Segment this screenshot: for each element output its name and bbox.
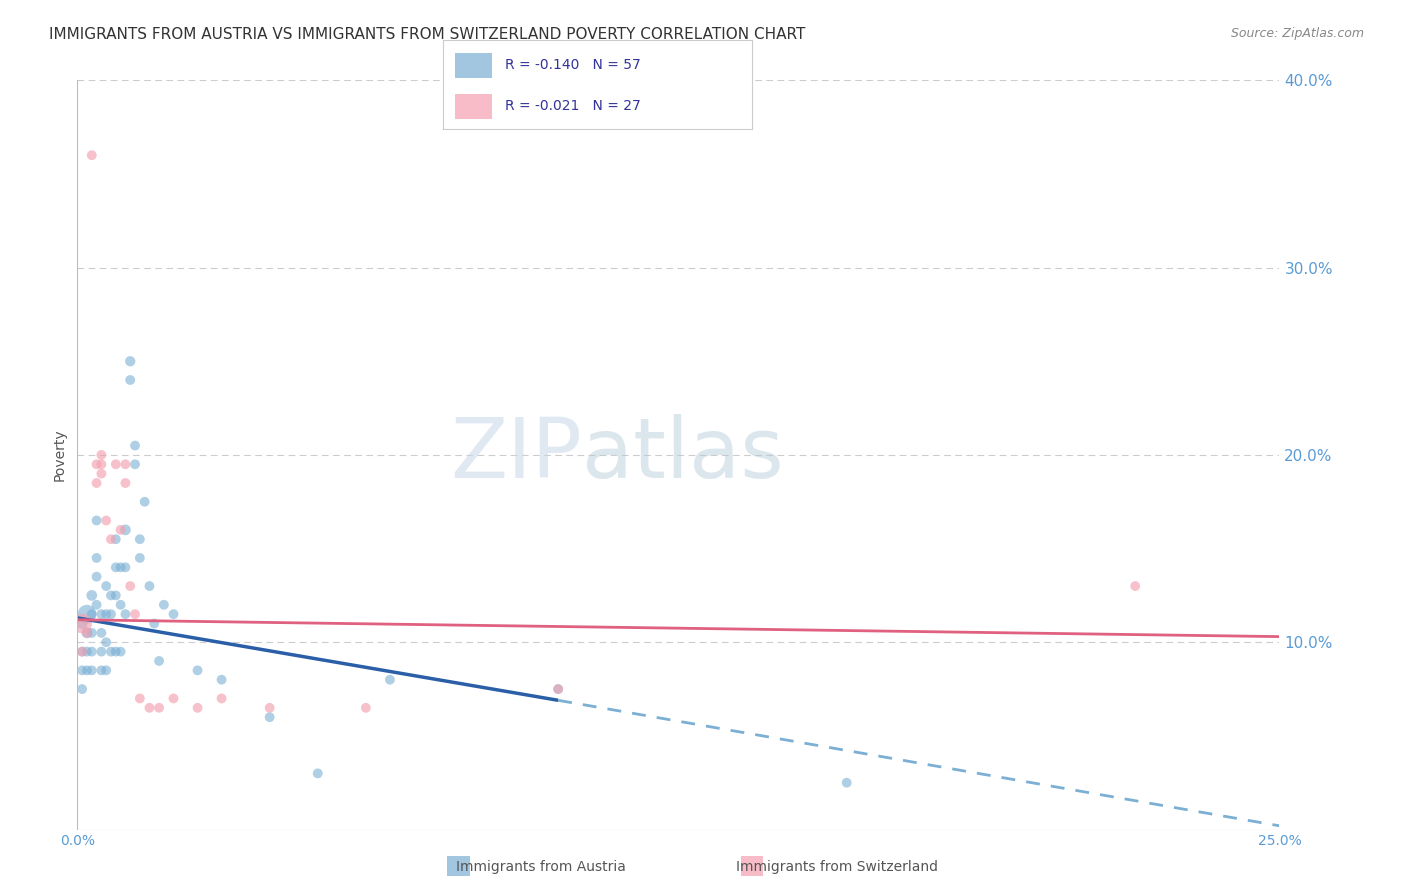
Point	[259, 710, 281, 724]
Text: R = -0.021   N = 27: R = -0.021 N = 27	[505, 99, 641, 113]
Point	[120, 373, 142, 387]
Point	[148, 701, 170, 715]
Point	[80, 589, 103, 603]
Point	[110, 644, 132, 658]
Point	[128, 532, 150, 546]
Text: Source: ZipAtlas.com: Source: ZipAtlas.com	[1230, 27, 1364, 40]
Point	[104, 457, 127, 471]
Point	[80, 664, 103, 678]
Point	[120, 579, 142, 593]
Text: atlas: atlas	[582, 415, 785, 495]
Point	[124, 439, 146, 453]
Point	[186, 701, 209, 715]
Point	[90, 467, 112, 481]
Point	[138, 579, 160, 593]
Point	[70, 644, 93, 658]
Point	[76, 626, 98, 640]
Point	[86, 514, 108, 528]
Point	[96, 664, 118, 678]
Point	[124, 607, 146, 621]
Point	[100, 644, 122, 658]
Point	[128, 691, 150, 706]
Point	[378, 673, 401, 687]
Text: IMMIGRANTS FROM AUSTRIA VS IMMIGRANTS FROM SWITZERLAND POVERTY CORRELATION CHART: IMMIGRANTS FROM AUSTRIA VS IMMIGRANTS FR…	[49, 27, 806, 42]
Text: R = -0.140   N = 57: R = -0.140 N = 57	[505, 58, 641, 72]
Point	[128, 551, 150, 566]
Point	[76, 607, 98, 621]
Point	[104, 560, 127, 574]
Point	[186, 664, 209, 678]
FancyBboxPatch shape	[456, 94, 492, 119]
Point	[211, 691, 233, 706]
Point	[114, 476, 136, 491]
Point	[162, 691, 184, 706]
FancyBboxPatch shape	[456, 53, 492, 78]
Text: ZIP: ZIP	[450, 415, 582, 495]
Point	[124, 457, 146, 471]
Point	[86, 598, 108, 612]
Point	[96, 607, 118, 621]
Point	[114, 457, 136, 471]
Point	[114, 560, 136, 574]
Point	[90, 644, 112, 658]
Point	[835, 776, 858, 790]
Point	[307, 766, 329, 780]
Point	[100, 532, 122, 546]
Point	[104, 644, 127, 658]
Point	[110, 523, 132, 537]
Point	[114, 523, 136, 537]
Point	[96, 579, 118, 593]
Point	[100, 607, 122, 621]
Point	[354, 701, 377, 715]
Point	[90, 664, 112, 678]
Point	[120, 354, 142, 368]
Point	[211, 673, 233, 687]
Point	[162, 607, 184, 621]
Point	[70, 616, 93, 631]
Point	[100, 589, 122, 603]
Point	[96, 635, 118, 649]
Point	[70, 616, 93, 631]
Point	[70, 682, 93, 697]
Point	[90, 626, 112, 640]
Text: Immigrants from Austria: Immigrants from Austria	[457, 860, 626, 874]
Point	[143, 616, 166, 631]
Point	[547, 682, 569, 697]
Point	[138, 701, 160, 715]
Point	[86, 476, 108, 491]
Point	[70, 644, 93, 658]
Point	[80, 607, 103, 621]
Point	[114, 607, 136, 621]
Point	[90, 457, 112, 471]
Point	[153, 598, 176, 612]
Point	[86, 570, 108, 584]
Point	[86, 551, 108, 566]
Text: Immigrants from Switzerland: Immigrants from Switzerland	[735, 860, 938, 874]
Point	[259, 701, 281, 715]
Point	[80, 148, 103, 162]
Point	[547, 682, 569, 697]
Point	[134, 494, 156, 508]
Point	[104, 532, 127, 546]
Point	[90, 448, 112, 462]
Point	[148, 654, 170, 668]
Point	[110, 560, 132, 574]
Point	[70, 664, 93, 678]
Point	[110, 598, 132, 612]
Point	[1123, 579, 1146, 593]
Point	[76, 626, 98, 640]
Point	[104, 589, 127, 603]
Point	[90, 607, 112, 621]
Point	[80, 644, 103, 658]
Point	[76, 644, 98, 658]
Point	[86, 457, 108, 471]
Point	[80, 626, 103, 640]
Y-axis label: Poverty: Poverty	[52, 429, 66, 481]
Point	[76, 664, 98, 678]
Point	[96, 514, 118, 528]
